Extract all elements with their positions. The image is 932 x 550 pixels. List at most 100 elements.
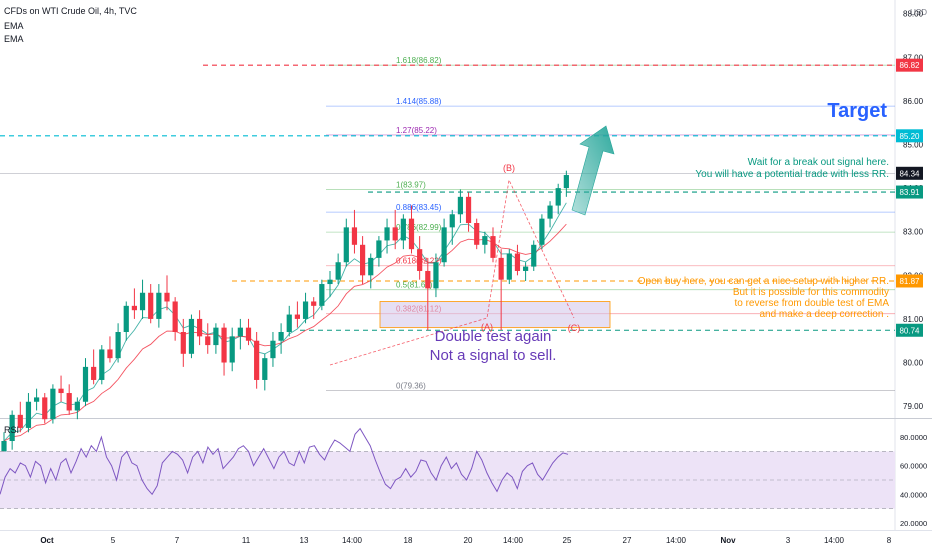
wave-label-c[interactable]: (C) [568,323,581,333]
candle-body [262,358,268,380]
candle-body [400,218,406,241]
candle-body [563,175,569,189]
breakout-note-line-2[interactable]: You will have a potential trade with les… [695,169,889,180]
buy-note-line-3[interactable]: to reverse from double test of EMA [734,298,889,309]
candle-body [417,249,423,271]
candle-body [302,301,309,319]
support-zone[interactable] [379,301,611,329]
candle-body [91,366,97,380]
rsi-label[interactable]: RSI [4,425,19,435]
price-label-text: 80.74 [899,326,920,335]
fib-level-label: 0(79.36) [396,381,426,390]
candle-body [465,196,472,223]
candle-body [351,227,358,245]
candle-body [197,318,203,337]
horizontal-levels[interactable] [0,64,895,331]
candle-body [335,262,341,280]
fib-level-label: 0.886(83.45) [396,203,442,212]
candle-body [17,414,23,428]
price-label-text: 86.82 [899,61,920,70]
candle-body [384,227,390,241]
fib-level-label: 0.786(82.99) [396,223,442,232]
support-zone-box[interactable] [379,301,611,329]
price-label-badge [896,129,923,143]
ema-slow-line [3,223,567,442]
candle-body [278,332,284,341]
candle-body [506,253,512,280]
candle-body [523,266,529,271]
candle-body [205,336,211,346]
candle-body [245,327,252,341]
time-axis[interactable]: Oct 5 7 11 13 14:00 18 20 14:00 25 27 14:00 Nov 3 14:0… [40,536,891,545]
buy-note-line-1[interactable]: Open buy here, you can get a nice setup … [638,276,889,287]
abc-pattern[interactable] [329,178,575,366]
candle-body [254,340,260,380]
time-tick-label: 11 [242,536,251,545]
buy-note-line-2[interactable]: But it is possible for this commodity [733,287,889,298]
candle-body [425,270,431,289]
ema-indicator-label-1[interactable]: EMA [4,21,24,31]
candle-body [148,292,154,319]
candle-body [498,257,504,280]
price-tick-label: 81.00 [903,315,924,324]
currency-label: USD [910,8,927,17]
time-tick-label: 8 [887,536,892,545]
candle-body [180,332,186,354]
candle-body [42,397,48,420]
double-test-note-line-1[interactable]: Double test again [435,328,552,345]
rsi-pane[interactable]: 80.0000 60.0000 40.0000 20.0000 [0,427,927,528]
double-test-note-line-2[interactable]: Not a signal to sell. [430,347,557,364]
target-label[interactable]: Target [827,100,887,122]
rsi-tick-label: 20.0000 [900,519,927,528]
candle-body [99,349,105,380]
candle-body [457,196,463,215]
candle-body [221,327,227,363]
ema-indicator-label-2[interactable]: EMA [4,34,24,44]
candle-body [392,227,398,241]
wave-label-b[interactable]: (B) [503,163,515,173]
candle-body [376,240,382,258]
fib-level-label: 1.27(85.22) [396,126,437,135]
candle-body [1,441,7,455]
candle-body [474,223,480,245]
price-label-text: 84.34 [899,169,920,178]
ema-fast-line [3,202,567,442]
time-tick-label: Nov [720,536,736,545]
price-tick-label: 87.00 [903,53,924,62]
target-arrow[interactable] [571,125,615,216]
buy-note-line-4[interactable]: and make a deep correction . [759,309,889,320]
candle-body [360,244,366,276]
price-tick-label: 88.00 [903,10,924,19]
candle-body [34,397,40,402]
candle-body [74,401,80,411]
candle-body [539,218,545,245]
time-tick-label: 27 [623,536,632,545]
fib-level-label: 1.618(86.82) [396,56,442,65]
candle-body [270,340,276,359]
time-tick-label: 14:00 [503,536,524,545]
candle-body [237,327,243,337]
price-tick-label: 83.00 [903,228,924,237]
candle-body [172,301,178,332]
fib-level-label: 1.414(85.88) [396,97,442,106]
candle-body [482,236,488,245]
candle-body [50,388,56,420]
price-tick-label: 86.00 [903,97,924,106]
candle-body [490,236,496,258]
time-tick-label: 14:00 [342,536,363,545]
candle-body [107,349,113,359]
candle-body [311,301,317,306]
candle-body [58,388,64,394]
fib-level-label: 1(83.97) [396,180,426,189]
time-tick-label: 3 [786,536,791,545]
candle-body [82,366,89,402]
price-tick-label: 85.00 [903,141,924,150]
breakout-note-line-1[interactable]: Wait for a break out signal here. [748,157,889,168]
ema-lines [3,202,567,442]
price-tick-label: 79.00 [903,402,924,411]
fib-level-label: 0.5(81.67) [396,281,433,290]
wave-label-a[interactable]: (A) [481,322,493,332]
candle-body [327,279,333,285]
price-tick-label: 80.00 [903,359,924,368]
